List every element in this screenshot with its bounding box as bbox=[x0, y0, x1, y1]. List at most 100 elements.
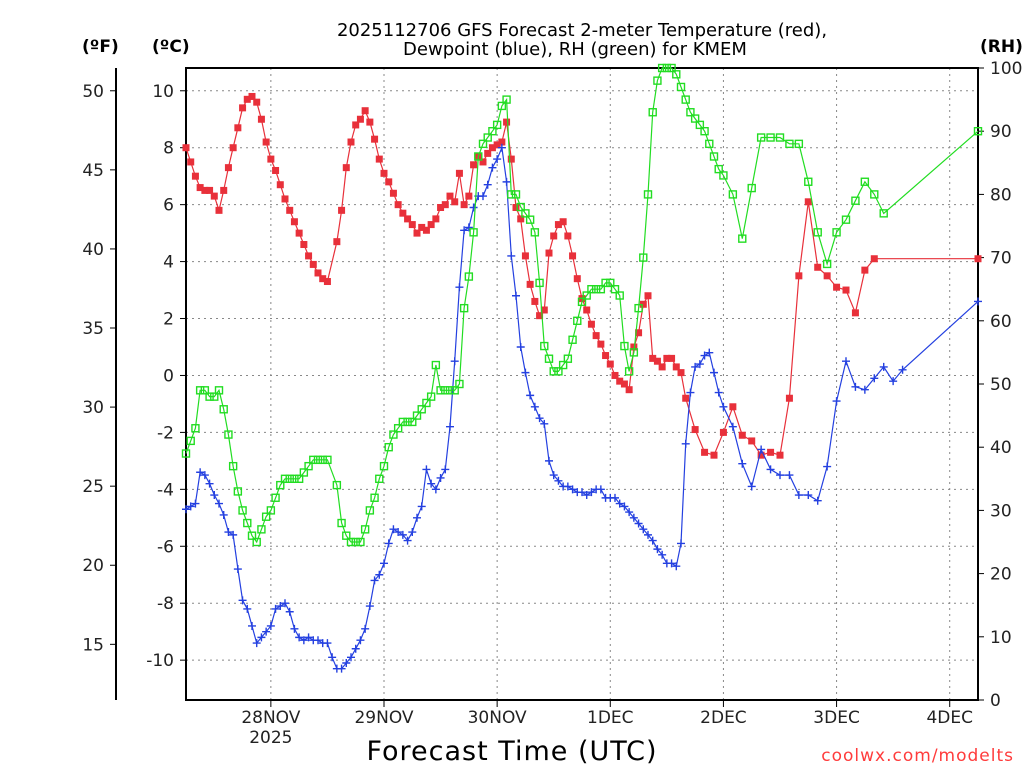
dewpoint-point bbox=[446, 422, 454, 431]
rh-point bbox=[521, 209, 530, 218]
2-meter-temperature-point bbox=[531, 297, 539, 305]
chart-title-line-2: Dewpoint (blue), RH (green) for KMEM bbox=[403, 39, 747, 60]
2-meter-temperature-point bbox=[300, 241, 308, 249]
celsius-unit-label: (ºC) bbox=[152, 37, 190, 57]
dewpoint-point bbox=[342, 658, 351, 667]
rh-point bbox=[573, 316, 582, 325]
dewpoint-point bbox=[813, 496, 822, 505]
rh-tick-label: 100 bbox=[990, 59, 1022, 79]
rh-tick-label: 0 bbox=[990, 691, 1001, 711]
x-axis-label: Forecast Time (UTC) bbox=[366, 736, 657, 767]
2-meter-temperature-point bbox=[215, 206, 223, 214]
rh-point bbox=[728, 190, 738, 199]
dewpoint-point bbox=[625, 508, 634, 517]
rh-point bbox=[393, 424, 403, 433]
rh-point bbox=[337, 518, 346, 528]
rh-point bbox=[285, 474, 294, 483]
2-meter-temperature-point bbox=[267, 155, 275, 163]
dewpoint-point bbox=[290, 624, 299, 633]
dewpoint-point bbox=[450, 357, 459, 366]
rh-tick-label: 20 bbox=[990, 565, 1012, 585]
rh-point bbox=[266, 506, 276, 515]
rh-point bbox=[841, 215, 851, 224]
2-meter-temperature-point bbox=[517, 215, 525, 223]
2-meter-temperature-point bbox=[182, 144, 190, 152]
rh-point bbox=[455, 379, 464, 389]
2-meter-temperature-point bbox=[795, 272, 803, 280]
dewpoint-point bbox=[182, 505, 190, 514]
2-meter-temperature-point bbox=[484, 149, 492, 157]
rh-point bbox=[375, 474, 384, 483]
rh-point bbox=[441, 386, 450, 395]
2-meter-temperature-point bbox=[870, 255, 878, 263]
dewpoint-point bbox=[620, 502, 629, 511]
dewpoint-point bbox=[681, 439, 690, 448]
dewpoint-point bbox=[436, 473, 445, 482]
rh-point bbox=[365, 506, 375, 515]
2-meter-temperature-point bbox=[587, 320, 595, 328]
dewpoint-point bbox=[776, 471, 784, 480]
dewpoint-point bbox=[554, 476, 563, 485]
2-meter-temperature-point bbox=[719, 428, 727, 436]
fahrenheit-tick-label: 50 bbox=[82, 82, 104, 102]
celsius-tick-label: 2 bbox=[163, 310, 174, 330]
2-meter-temperature-point bbox=[738, 431, 746, 439]
dewpoint-point bbox=[238, 596, 247, 605]
dewpoint-point bbox=[540, 419, 549, 428]
rh-point bbox=[356, 537, 365, 547]
celsius-tick-label: 0 bbox=[163, 366, 174, 386]
2-meter-temperature-point bbox=[385, 178, 393, 186]
fahrenheit-tick-label: 15 bbox=[82, 635, 104, 655]
2-meter-temperature-point bbox=[366, 118, 374, 126]
rh-point bbox=[426, 392, 436, 401]
rh-point bbox=[676, 82, 686, 92]
dewpoint-point bbox=[507, 251, 516, 260]
dewpoint-point bbox=[710, 368, 718, 377]
2-meter-temperature-point bbox=[276, 181, 284, 189]
dewpoint-point bbox=[483, 180, 492, 189]
celsius-tick-label: 4 bbox=[163, 253, 174, 273]
2-meter-temperature-point bbox=[319, 275, 327, 283]
dewpoint-point bbox=[677, 539, 685, 548]
2-meter-temperature-point bbox=[974, 255, 982, 263]
dewpoint-point bbox=[766, 465, 775, 474]
rh-point bbox=[606, 278, 615, 288]
dewpoint-point bbox=[464, 223, 473, 232]
rh-point bbox=[417, 405, 426, 414]
2-meter-temperature-point bbox=[451, 198, 459, 206]
dewpoint-point bbox=[323, 639, 332, 648]
dewpoint-point bbox=[653, 545, 662, 554]
dewpoint-point bbox=[398, 530, 407, 539]
rh-point bbox=[596, 285, 606, 294]
dewpoint-point bbox=[200, 471, 209, 480]
2-meter-temperature-point bbox=[521, 252, 529, 260]
2-meter-temperature-point bbox=[342, 164, 350, 172]
rh-point bbox=[318, 455, 327, 465]
2-meter-temperature-point bbox=[672, 363, 680, 371]
2-meter-temperature-point bbox=[427, 221, 435, 229]
dewpoint-point bbox=[271, 604, 280, 613]
rh-point bbox=[488, 126, 497, 136]
data-series bbox=[181, 63, 983, 673]
2-meter-temperature-point bbox=[404, 215, 412, 223]
2-meter-temperature-point bbox=[224, 164, 232, 172]
2-meter-temperature-point bbox=[583, 306, 591, 314]
rh-point bbox=[832, 228, 841, 237]
rh-point bbox=[280, 474, 290, 483]
rh-point bbox=[544, 354, 554, 363]
rh-point bbox=[657, 63, 667, 73]
dewpoint-point bbox=[488, 163, 497, 172]
rh-series bbox=[181, 63, 983, 547]
dewpoint-point bbox=[394, 528, 403, 537]
rh-point bbox=[195, 386, 205, 395]
dewpoint-point bbox=[672, 562, 681, 571]
rh-point bbox=[653, 76, 662, 85]
rh-point bbox=[525, 215, 535, 224]
rh-point bbox=[469, 228, 478, 237]
2-meter-temperature-point bbox=[498, 138, 506, 146]
fahrenheit-tick-label: 45 bbox=[82, 161, 104, 181]
dewpoint-point bbox=[587, 488, 596, 497]
rh-point bbox=[672, 70, 681, 79]
dewpoint-point bbox=[365, 602, 374, 611]
